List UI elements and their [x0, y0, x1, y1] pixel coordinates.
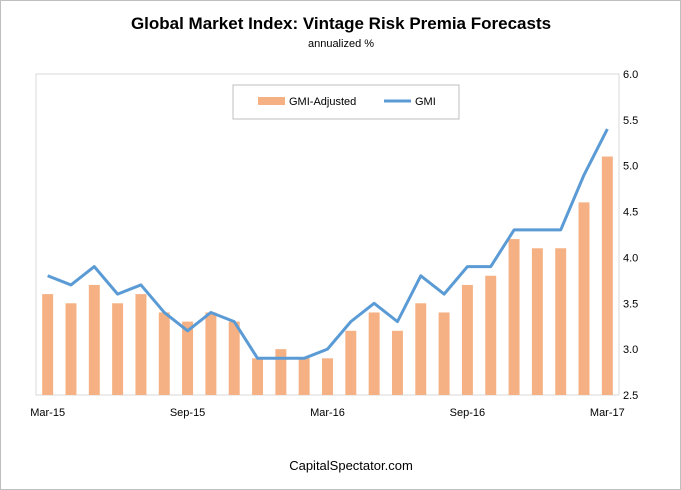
bar-gmi-adjusted-dec-16	[531, 248, 543, 395]
bar-gmi-adjusted-jan-17	[555, 248, 567, 395]
y-tick-label: 2.5	[623, 390, 638, 402]
bar-gmi-adjusted-apr-16	[345, 330, 357, 395]
bar-gmi-adjusted-jan-16	[275, 349, 287, 395]
bar-gmi-adjusted-may-15	[88, 284, 100, 395]
bar-gmi-adjusted-mar-17	[601, 156, 613, 395]
bar-gmi-adjusted-nov-16	[508, 239, 520, 395]
bar-gmi-adjusted-jun-16	[391, 330, 403, 395]
bar-gmi-adjusted-jul-15	[135, 294, 147, 395]
y-tick-label: 4.5	[623, 207, 638, 219]
bar-gmi-adjusted-jun-15	[112, 303, 124, 395]
bars-layer	[42, 156, 613, 395]
x-tick-label: Mar-16	[310, 407, 345, 419]
bar-gmi-adjusted-oct-16	[485, 275, 497, 395]
bar-gmi-adjusted-jul-16	[415, 303, 427, 395]
bar-gmi-adjusted-mar-15	[42, 294, 54, 395]
y-tick-label: 4.0	[623, 252, 638, 264]
x-tick-label: Sep-16	[450, 407, 485, 419]
y-tick-label: 5.5	[623, 115, 638, 127]
bar-gmi-adjusted-sep-16	[461, 284, 473, 395]
y-axis: 6.0 5.5 5.0 4.5 4.0 3.5 3.0 2.5	[623, 69, 638, 402]
x-tick-label: Mar-17	[590, 407, 625, 419]
legend-label-gmi-adjusted: GMI-Adjusted	[289, 96, 356, 108]
chart-subtitle: annualized %	[308, 38, 374, 50]
bar-gmi-adjusted-apr-15	[65, 303, 77, 395]
bar-gmi-adjusted-mar-16	[322, 358, 333, 395]
line-layer	[47, 128, 609, 360]
bar-gmi-adjusted-sep-15	[182, 321, 194, 395]
legend: GMI-Adjusted GMI	[232, 84, 460, 120]
x-tick-label: Sep-15	[170, 407, 205, 419]
chart-title: Global Market Index: Vintage Risk Premia…	[131, 14, 551, 33]
x-axis: Mar-15 Sep-15 Mar-16 Sep-16 Mar-17	[30, 407, 625, 419]
bar-gmi-adjusted-dec-15	[252, 358, 264, 395]
x-tick-label: Mar-15	[30, 407, 65, 419]
y-tick-label: 3.0	[623, 344, 638, 356]
legend-label-gmi: GMI	[415, 96, 436, 108]
bar-gmi-adjusted-nov-15	[228, 321, 240, 395]
plot-area	[35, 73, 620, 396]
bar-gmi-adjusted-feb-17	[578, 202, 590, 395]
y-tick-label: 5.0	[623, 161, 638, 173]
bar-gmi-adjusted-feb-16	[298, 358, 310, 395]
legend-box	[232, 84, 460, 120]
y-tick-label: 3.5	[623, 298, 638, 310]
legend-swatch-gmi-adjusted	[258, 97, 285, 105]
line-gmi	[47, 128, 609, 360]
bar-gmi-adjusted-may-16	[368, 312, 380, 395]
bar-gmi-adjusted-aug-15	[158, 312, 170, 395]
y-tick-label: 6.0	[623, 69, 638, 81]
bar-gmi-adjusted-aug-16	[438, 312, 450, 395]
bar-gmi-adjusted-oct-15	[205, 312, 217, 395]
source-credit: CapitalSpectator.com	[289, 458, 413, 473]
